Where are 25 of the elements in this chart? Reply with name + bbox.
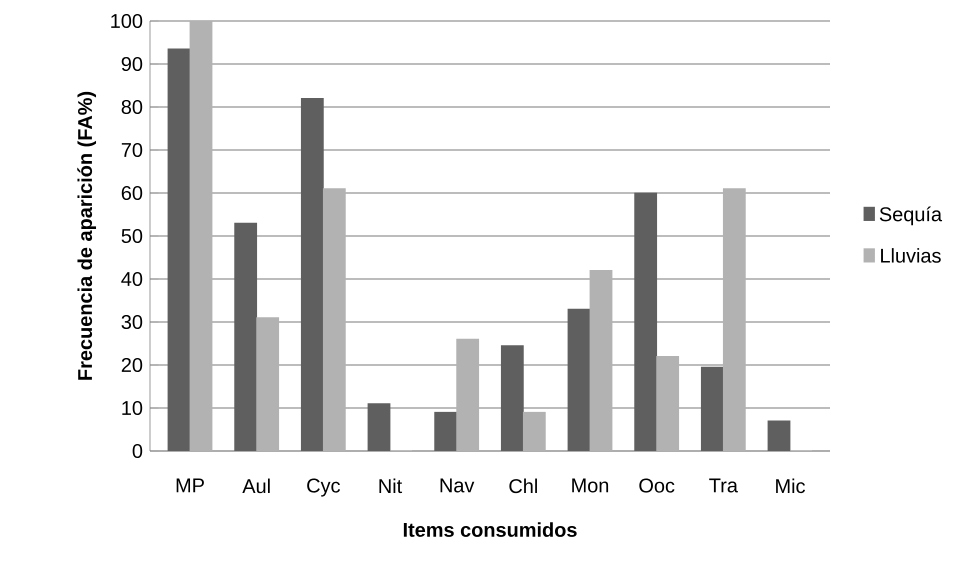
y-tick-label: 60 bbox=[122, 186, 142, 200]
x-tick-label: Ooc bbox=[639, 478, 674, 493]
y-tick-label: 50 bbox=[122, 228, 142, 244]
legend-label: Lluvias bbox=[881, 248, 941, 263]
x-tick-label: Nav bbox=[440, 478, 474, 492]
x-tick-label: Mic bbox=[776, 478, 805, 494]
x-tick-label: Chl bbox=[509, 478, 537, 494]
y-tick-label: 90 bbox=[122, 56, 142, 72]
x-tick-label: Mon bbox=[572, 478, 608, 492]
y-tick-label: 10 bbox=[122, 400, 142, 416]
y-tick-label: 0 bbox=[132, 444, 142, 458]
x-tick-label: Aul bbox=[242, 478, 270, 494]
x-tick-label: MP bbox=[176, 478, 204, 492]
x-axis-title: Items consumidos bbox=[404, 522, 577, 537]
x-tick-label: Nit bbox=[379, 478, 402, 494]
y-tick-label: 100 bbox=[111, 14, 142, 28]
y-axis-title: Frecuencia de aparición (FA%) bbox=[77, 92, 96, 380]
y-tick-label: 20 bbox=[122, 358, 142, 372]
y-tick-label: 70 bbox=[122, 142, 142, 158]
y-tick-label: 80 bbox=[122, 100, 142, 114]
y-tick-label: 30 bbox=[122, 314, 142, 330]
x-tick-label: Cyc bbox=[307, 478, 340, 497]
y-tick-label: 40 bbox=[121, 272, 142, 286]
x-tick-label: Tra bbox=[709, 478, 738, 492]
legend-label: Sequía bbox=[880, 206, 942, 226]
